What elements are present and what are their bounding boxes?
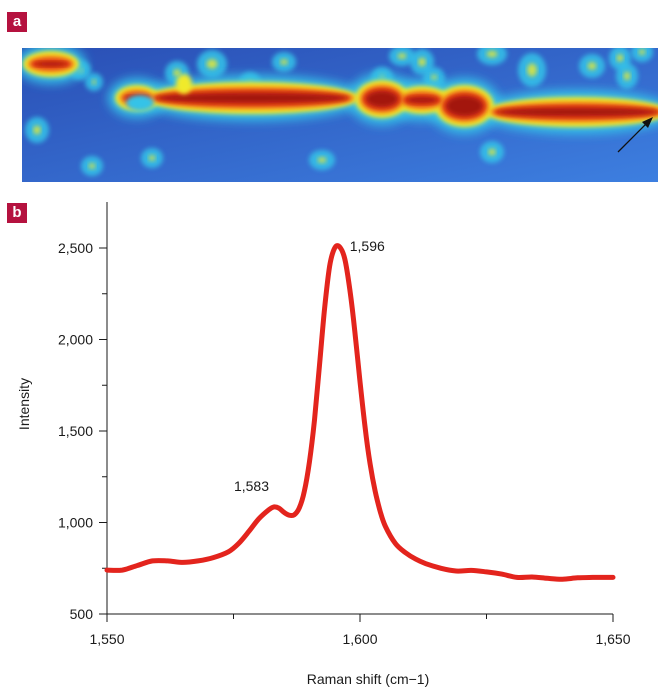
heatmap-spot <box>141 148 163 168</box>
peak-annotations: 1,596 1,583 <box>234 238 385 494</box>
heatmap-spot <box>81 156 103 176</box>
y-tick-label: 2,000 <box>58 332 93 348</box>
raman-heatmap <box>22 48 658 182</box>
heatmap-spot <box>518 53 546 87</box>
x-tick-label: 1,650 <box>595 631 630 647</box>
heatmap-spot <box>616 63 638 89</box>
peak-label: 1,583 <box>234 478 269 494</box>
heatmap-spot <box>25 117 49 143</box>
arrow-head <box>642 117 653 128</box>
x-tick-label: 1,600 <box>342 631 377 647</box>
y-tick-label: 500 <box>70 606 94 622</box>
arrow-line <box>617 119 651 153</box>
heatmap-spot <box>631 48 653 62</box>
heatmap-band-layer-4 <box>34 62 68 66</box>
heatmap-spot <box>480 141 504 163</box>
y-axis-ticks: 500 1,000 1,500 2,000 2,500 <box>58 240 107 622</box>
peak-label: 1,596 <box>350 238 385 254</box>
heatmap-spot <box>272 52 296 72</box>
heatmap-band-layer-4 <box>496 108 658 116</box>
heatmap-band-layer-4 <box>156 93 348 103</box>
heatmap-spot <box>389 48 415 66</box>
x-axis-title: Raman shift (cm−1) <box>307 671 430 687</box>
x-tick-label: 1,550 <box>89 631 124 647</box>
heatmap-gap <box>126 95 154 111</box>
y-tick-label: 1,500 <box>58 423 93 439</box>
heatmap-band-layer-4 <box>366 91 398 107</box>
heatmap-spot <box>309 150 335 170</box>
heatmap-spot <box>197 50 227 78</box>
heatmap-band-layer-4 <box>446 96 483 116</box>
heatmap-nanotube-band <box>22 48 658 134</box>
panel-label-a: a <box>7 12 27 32</box>
heatmap-band-layer-4 <box>406 97 438 103</box>
panel-label-b: b <box>7 203 27 223</box>
heatmap-spot <box>85 73 103 91</box>
heatmap-bump <box>176 74 192 94</box>
spectrum-line <box>104 243 616 582</box>
heatmap-spot <box>477 48 507 65</box>
y-tick-label: 2,500 <box>58 240 93 256</box>
y-axis-title: Intensity <box>16 378 32 430</box>
heatmap-spot <box>579 54 605 78</box>
heatmap-spot <box>410 49 434 75</box>
y-tick-label: 1,000 <box>58 515 93 531</box>
x-axis-ticks: 1,550 1,600 1,650 <box>89 614 631 647</box>
